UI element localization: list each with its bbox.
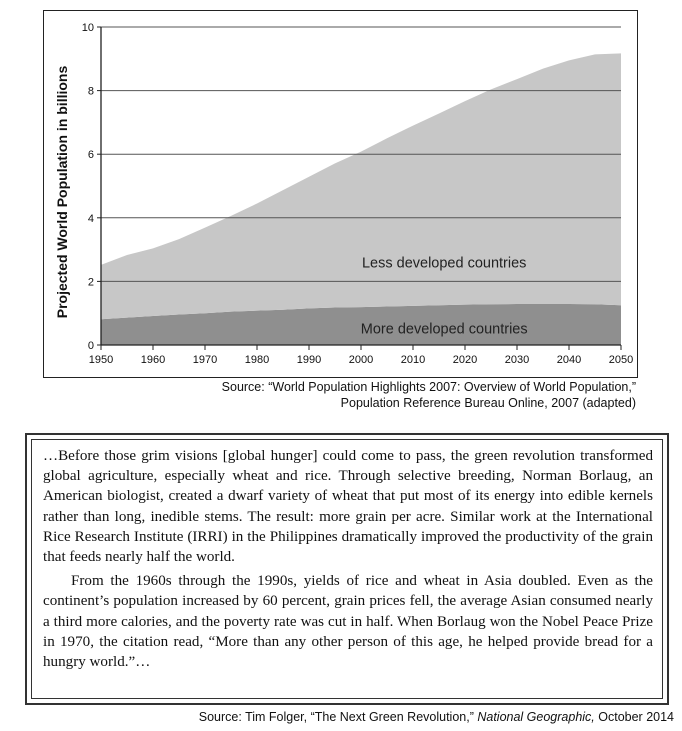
chart-frame: [43, 10, 638, 378]
chart-source: Source: “World Population Highlights 200…: [222, 379, 636, 411]
y-tick-label-6: 6: [88, 149, 94, 161]
chart-source-line-2: Population Reference Bureau Online, 2007…: [340, 396, 636, 410]
series-label-more-developed: More developed countries: [361, 321, 528, 337]
series-label-less-developed: Less developed countries: [362, 255, 526, 271]
y-tick-label-0: 0: [88, 340, 94, 352]
x-tick-label-1980: 1980: [245, 354, 269, 366]
x-tick-label-2040: 2040: [557, 354, 581, 366]
area-less-developed-countries: [101, 53, 621, 320]
y-tick-label-10: 10: [82, 22, 94, 34]
x-tick-label-1950: 1950: [89, 354, 113, 366]
quote-paragraph-2: From the 1960s through the 1990s, yields…: [43, 573, 653, 671]
y-tick-label-8: 8: [88, 86, 94, 98]
quote-source-prefix: Source: Tim Folger, “The Next Green Revo…: [198, 710, 478, 724]
chart-source-line-1: Source: “World Population Highlights 200…: [221, 380, 636, 394]
x-tick-label-2020: 2020: [453, 354, 477, 366]
y-axis-title: Projected World Population in billions: [54, 66, 70, 319]
y-tick-label-4: 4: [88, 213, 94, 225]
y-tick-label-2: 2: [88, 276, 94, 288]
quote-box-inner-border: [31, 439, 663, 699]
quote-text: …Before those grim visions [global hunge…: [43, 446, 653, 672]
quote-source-suffix: October 2014: [594, 710, 674, 724]
quote-source-publication: National Geographic,: [477, 710, 595, 724]
area-more-developed-countries: [101, 303, 621, 345]
x-tick-label-2030: 2030: [505, 354, 529, 366]
x-tick-label-2010: 2010: [401, 354, 425, 366]
population-area-chart: 0 2 4 6 8 10 1950 1960 1970 1980 1990 2000 2010 2020 2…: [54, 22, 633, 366]
x-tick-label-1970: 1970: [193, 354, 217, 366]
x-tick-label-1960: 1960: [141, 354, 165, 366]
x-tick-label-2050: 2050: [609, 354, 633, 366]
x-tick-label-2000: 2000: [349, 354, 373, 366]
quote-box: …Before those grim visions [global hunge…: [25, 433, 669, 705]
quote-paragraph-1: …Before those grim visions [global hunge…: [43, 448, 653, 566]
x-tick-label-1990: 1990: [297, 354, 321, 366]
quote-source: Source: Tim Folger, “The Next Green Revo…: [199, 710, 674, 724]
